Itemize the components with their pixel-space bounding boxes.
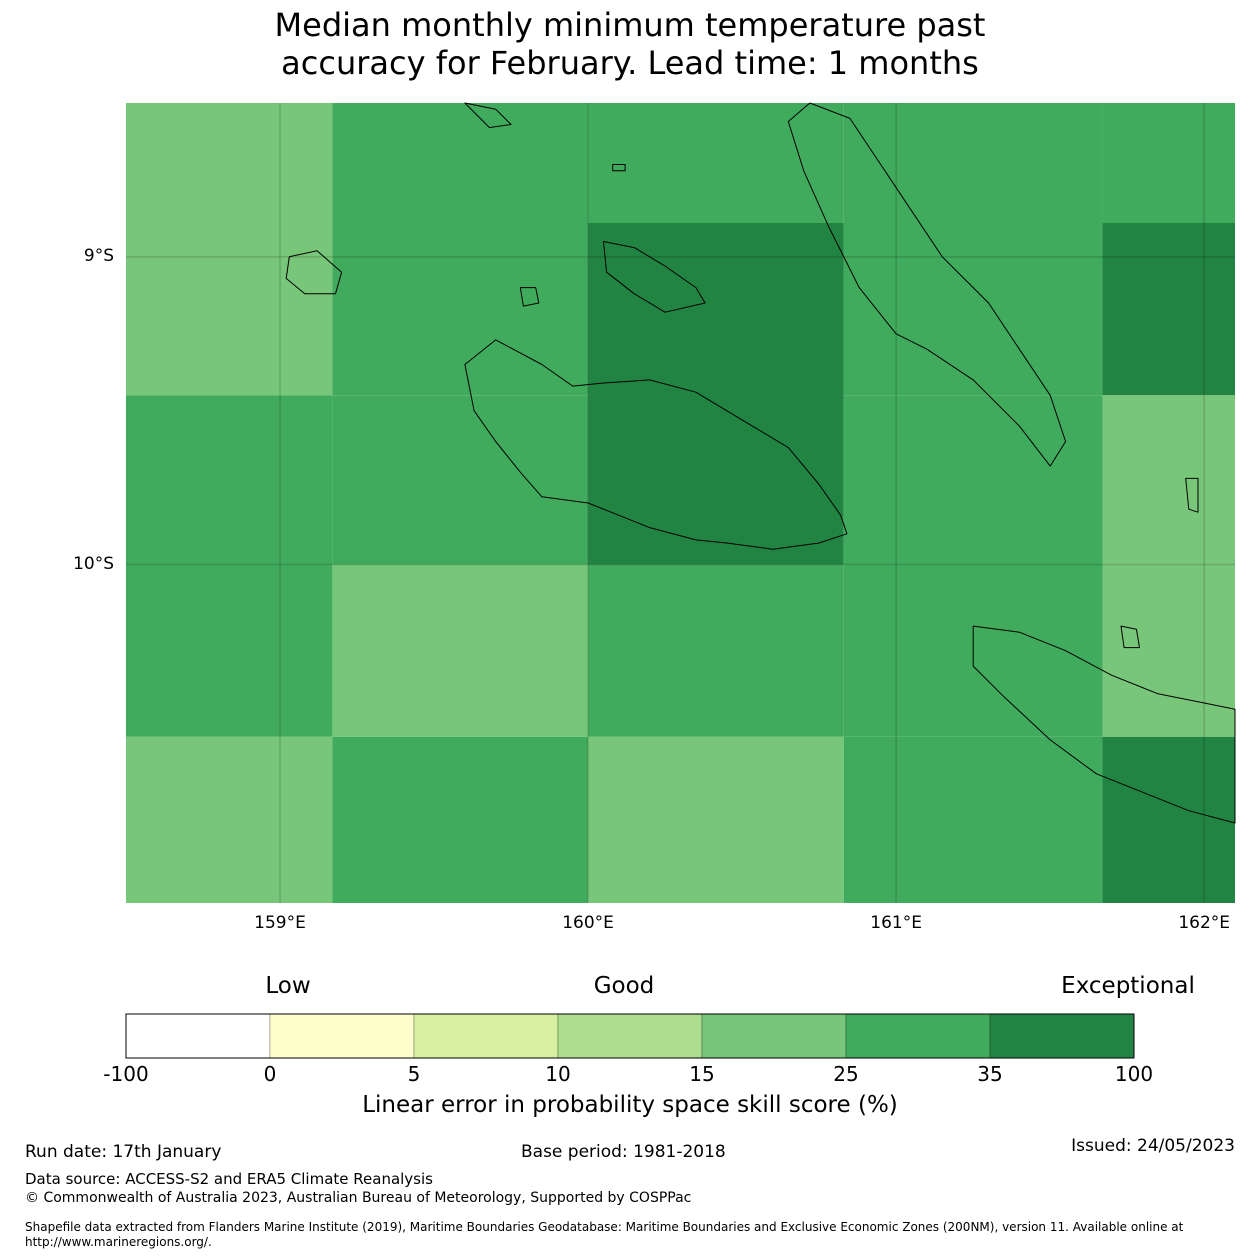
skill-cell-very_good [843, 736, 1103, 903]
island-makira [972, 625, 1236, 824]
colorbar-category-low: Low [265, 973, 311, 999]
colorbar-frame [125, 1013, 1135, 1059]
skill-cell-exceptional [588, 223, 844, 565]
island-ulawa [1185, 477, 1199, 513]
colorbar-tick: 25 [833, 1062, 859, 1086]
map-title: Median monthly minimum temperature past … [0, 6, 1260, 82]
colorbar-tick: -100 [103, 1062, 149, 1086]
issued-date: Issued: 24/05/2023 [1071, 1136, 1235, 1156]
colorbar-tick: 35 [977, 1062, 1003, 1086]
skill-cell-very_good [332, 736, 589, 903]
copyright: © Commonwealth of Australia 2023, Austra… [25, 1190, 692, 1206]
island-three-sisters [1120, 625, 1140, 649]
colorbar-tick: 15 [689, 1062, 715, 1086]
shapefile-credit: Shapefile data extracted from Flanders M… [25, 1220, 1184, 1249]
map-title-line-2: accuracy for February. Lead time: 1 mont… [281, 44, 979, 82]
skill-grid-cells [126, 103, 1235, 903]
island-north-islet [612, 164, 626, 172]
skill-cell-good [1102, 564, 1235, 737]
skill-cell-very_good [332, 103, 589, 223]
data-source: Data source: ACCESS-S2 and ERA5 Climate … [25, 1170, 433, 1188]
map-title-line-1: Median monthly minimum temperature past [274, 6, 986, 44]
coastlines [285, 102, 1236, 824]
skill-cell-exceptional [1102, 736, 1235, 903]
skill-cell-very_good [332, 395, 589, 565]
colorbar-tick: 10 [545, 1062, 571, 1086]
skill-cell-good [332, 564, 589, 737]
lon-tick-label: 160°E [562, 913, 614, 933]
colorbar-segment [701, 1013, 847, 1059]
lat-tick-label: 10°S [73, 553, 114, 574]
skill-cell-very_good [843, 395, 1103, 565]
lat-tick-label: 9°S [83, 245, 114, 266]
skill-cell-very_good [843, 103, 1103, 396]
colorbar-segment [845, 1013, 991, 1059]
colorbar-title: Linear error in probability space skill … [362, 1092, 898, 1118]
run-date: Run date: 17th January [25, 1142, 222, 1162]
colorbar-segment [269, 1013, 415, 1059]
lon-tick-label: 159°E [254, 913, 306, 933]
skill-cell-very_good [126, 395, 333, 565]
skill-cell-exceptional [1102, 223, 1235, 396]
skill-cell-good [588, 736, 844, 903]
skill-cell-very_good [1102, 103, 1235, 223]
base-period: Base period: 1981-2018 [521, 1142, 726, 1162]
island-malaita [787, 102, 1067, 467]
island-guadalcanal [464, 339, 848, 550]
skill-cell-good [1102, 395, 1235, 565]
skill-cell-very_good [126, 564, 333, 737]
colorbar-tick: 0 [263, 1062, 277, 1086]
skill-cell-good [126, 736, 333, 903]
island-ngella-north [464, 102, 512, 129]
colorbar-category-good: Good [593, 973, 655, 999]
skill-cell-very_good [588, 564, 844, 737]
colorbar-tick: 100 [1114, 1062, 1154, 1086]
colorbar [125, 1013, 1135, 1059]
colorbar-segment [989, 1013, 1135, 1059]
island-florida-islands [603, 241, 706, 313]
colorbar-segment [125, 1013, 271, 1059]
colorbar-category-exceptional: Exceptional [1061, 973, 1195, 999]
island-russell-islands [285, 250, 343, 295]
island-savo [519, 287, 540, 307]
lon-tick-label: 161°E [870, 913, 922, 933]
colorbar-segment [413, 1013, 559, 1059]
skill-cell-good [126, 103, 333, 396]
colorbar-tick: 5 [407, 1062, 421, 1086]
lon-tick-label: 162°E [1178, 913, 1231, 933]
skill-cell-very_good [588, 103, 844, 223]
colorbar-segment [557, 1013, 703, 1059]
